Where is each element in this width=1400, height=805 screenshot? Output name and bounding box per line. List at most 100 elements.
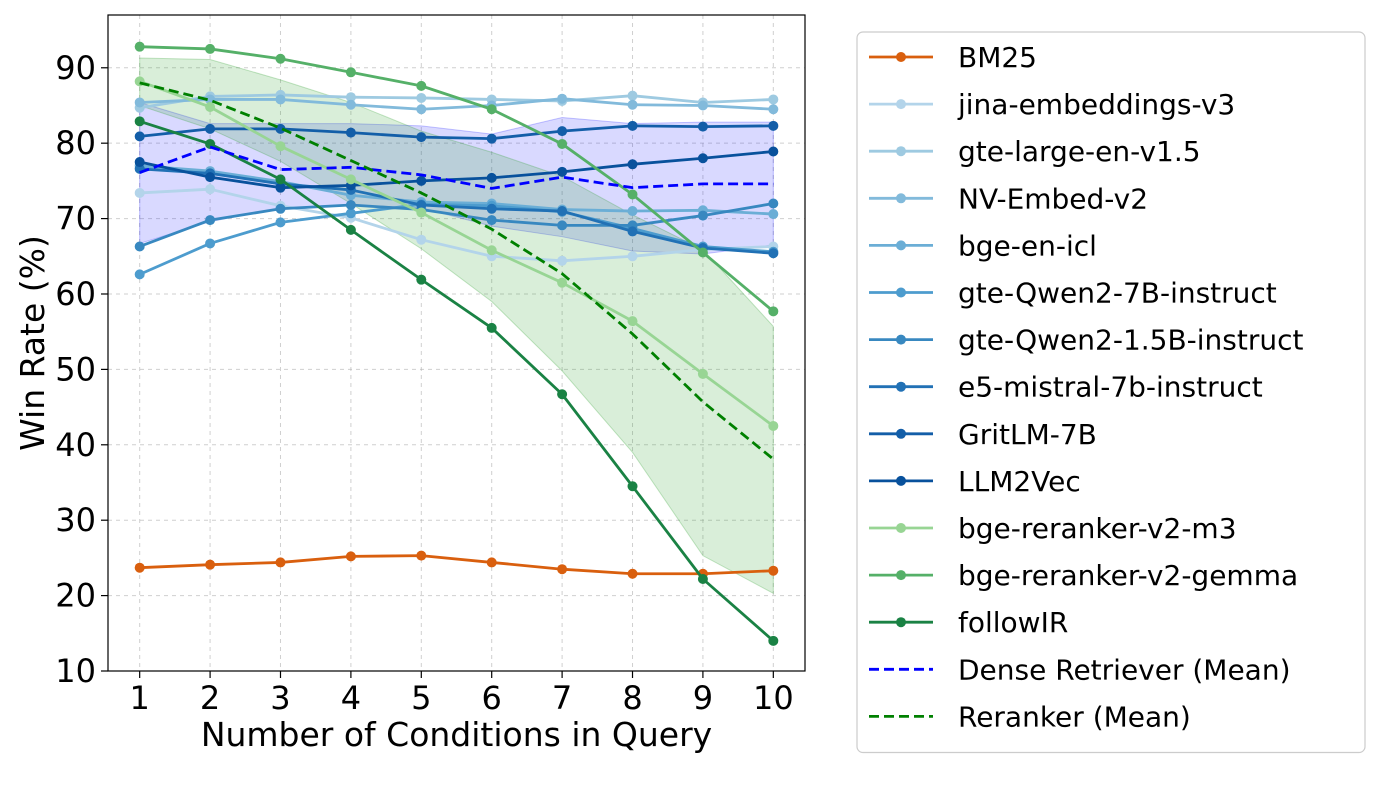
bge-reranker-v2-gemma-point <box>697 247 708 258</box>
gritlm-7b-point <box>486 133 497 144</box>
bge-reranker-v2-gemma-point <box>768 306 779 317</box>
x-axis-title: Number of Conditions in Query <box>201 715 712 754</box>
x-tick-label: 3 <box>270 679 290 717</box>
bge-reranker-v2-gemma-point <box>205 43 216 54</box>
bge-reranker-v2-m3-point <box>557 277 568 288</box>
legend-entry-gte-qwen2-1-5b-instruct: gte-Qwen2-1.5B-instruct <box>869 324 1304 357</box>
y-tick-label: 90 <box>55 49 96 87</box>
gte-large-en-v1-5-point <box>345 92 356 103</box>
nv-embed-v2-point <box>768 104 779 115</box>
jina-embeddings-v3-point <box>557 255 568 266</box>
llm2vec-point <box>627 159 638 170</box>
gritlm-7b-point <box>627 120 638 131</box>
legend-entry-bm25: BM25 <box>869 41 1037 74</box>
legend: BM25 jina-embeddings-v3 gte-large-en-v1.5 N… <box>856 31 1366 754</box>
series-reranker-mean <box>139 81 775 461</box>
e5-mistral-7b-instruct-point <box>416 200 427 211</box>
bge-reranker-v2-gemma-point <box>627 189 638 200</box>
bm25-point <box>627 568 638 579</box>
bm25-point <box>345 551 356 562</box>
legend-entry-dense-retriever-mean: Dense Retriever (Mean) <box>869 653 1291 686</box>
gte-qwen2-1-5b-instruct-point <box>134 241 145 252</box>
bge-reranker-v2-m3-point <box>768 420 779 431</box>
legend-label: NV-Embed-v2 <box>958 182 1148 215</box>
followir-point <box>697 574 708 585</box>
gte-large-en-v1-5-point <box>627 90 638 101</box>
legend-marker <box>896 381 906 392</box>
gte-qwen2-1-5b-instruct-point <box>345 200 356 211</box>
followir-point <box>134 116 145 127</box>
gte-qwen2-1-5b-instruct-point <box>697 210 708 221</box>
x-tick-label: 7 <box>552 679 572 717</box>
gte-large-en-v1-5-point <box>768 94 779 105</box>
legend-entry-nv-embed-v2: NV-Embed-v2 <box>869 182 1148 215</box>
nv-embed-v2-point <box>345 99 356 110</box>
gte-qwen2-7b-instruct-point <box>275 217 286 228</box>
gritlm-7b-point <box>557 126 568 137</box>
x-tick-label: 5 <box>411 679 431 717</box>
bge-reranker-v2-m3-point <box>345 174 356 185</box>
followir-point <box>275 174 286 185</box>
series-bge-reranker-v2-gemma <box>134 41 779 317</box>
nv-embed-v2-point <box>416 104 427 115</box>
legend-label: bge-reranker-v2-gemma <box>958 559 1298 592</box>
nv-embed-v2-point <box>134 97 145 108</box>
followir-point <box>345 224 356 235</box>
legend-marker <box>896 146 906 157</box>
llm2vec-line <box>139 150 774 190</box>
legend-entry-llm2vec: LLM2Vec <box>869 465 1081 498</box>
llm2vec-point <box>697 153 708 164</box>
followir-line <box>139 119 775 642</box>
gritlm-7b-line <box>139 124 774 141</box>
gritlm-7b-point <box>205 123 216 134</box>
legend-label: jina-embeddings-v3 <box>957 88 1235 121</box>
gte-qwen2-7b-instruct-point <box>205 238 216 249</box>
legend-entry-jina-embeddings-v3: jina-embeddings-v3 <box>869 88 1235 121</box>
legend-entry-gte-qwen2-7b-instruct: gte-Qwen2-7B-instruct <box>869 277 1277 310</box>
y-tick-label: 20 <box>55 577 96 615</box>
legend-label: gte-Qwen2-1.5B-instruct <box>958 324 1304 357</box>
legend-entry-followir: followIR <box>869 606 1068 639</box>
nv-embed-v2-point <box>627 99 638 110</box>
legend-entry-bge-reranker-v2-gemma: bge-reranker-v2-gemma <box>869 559 1298 592</box>
legend-marker <box>896 428 906 439</box>
gte-qwen2-1-5b-instruct-point <box>768 198 779 209</box>
followir-point <box>486 322 497 333</box>
y-tick-label: 60 <box>55 275 96 313</box>
reranker-range-band <box>139 57 774 595</box>
bm25-point <box>205 559 216 570</box>
legend-marker <box>896 334 906 345</box>
e5-mistral-7b-instruct-point <box>557 206 568 217</box>
series-bge-reranker-v2-m3 <box>134 76 779 431</box>
bge-reranker-v2-gemma-point <box>275 53 286 64</box>
plot-area-frame <box>107 14 806 672</box>
gritlm-7b-point <box>768 120 779 131</box>
gritlm-7b-point <box>697 121 708 132</box>
bge-reranker-v2-gemma-point <box>486 104 497 115</box>
bge-reranker-v2-m3-point <box>627 316 638 327</box>
x-tick-label: 4 <box>341 679 361 717</box>
bge-reranker-v2-gemma-line <box>139 45 775 313</box>
y-tick-label: 10 <box>55 652 96 690</box>
series-bm25 <box>134 550 779 579</box>
bge-reranker-v2-m3-point <box>697 368 708 379</box>
legend-label: GritLM-7B <box>958 418 1097 451</box>
legend-label: bge-reranker-v2-m3 <box>958 512 1237 545</box>
legend-label: gte-large-en-v1.5 <box>958 135 1201 168</box>
bm25-point <box>134 562 145 573</box>
legend-label: gte-Qwen2-7B-instruct <box>958 277 1277 310</box>
jina-embeddings-v3-point <box>205 184 216 195</box>
y-axis-ticks: 10 20 30 40 50 60 70 80 90 <box>55 49 108 690</box>
gte-qwen2-1-5b-instruct-line <box>139 202 774 248</box>
x-axis-ticks: 1 2 3 4 5 6 7 8 9 10 <box>130 671 794 717</box>
legend-label: BM25 <box>958 41 1037 74</box>
bm25-point <box>486 557 497 568</box>
followir-point <box>627 481 638 492</box>
legend-entry-gritlm-7b: GritLM-7B <box>869 418 1097 451</box>
e5-mistral-7b-instruct-line <box>139 167 774 255</box>
llm2vec-point <box>557 166 568 177</box>
y-tick-label: 30 <box>55 501 96 539</box>
nv-embed-v2-point <box>697 100 708 111</box>
bge-reranker-v2-m3-point <box>486 245 497 256</box>
dense-retriever-mean-line <box>139 145 774 190</box>
